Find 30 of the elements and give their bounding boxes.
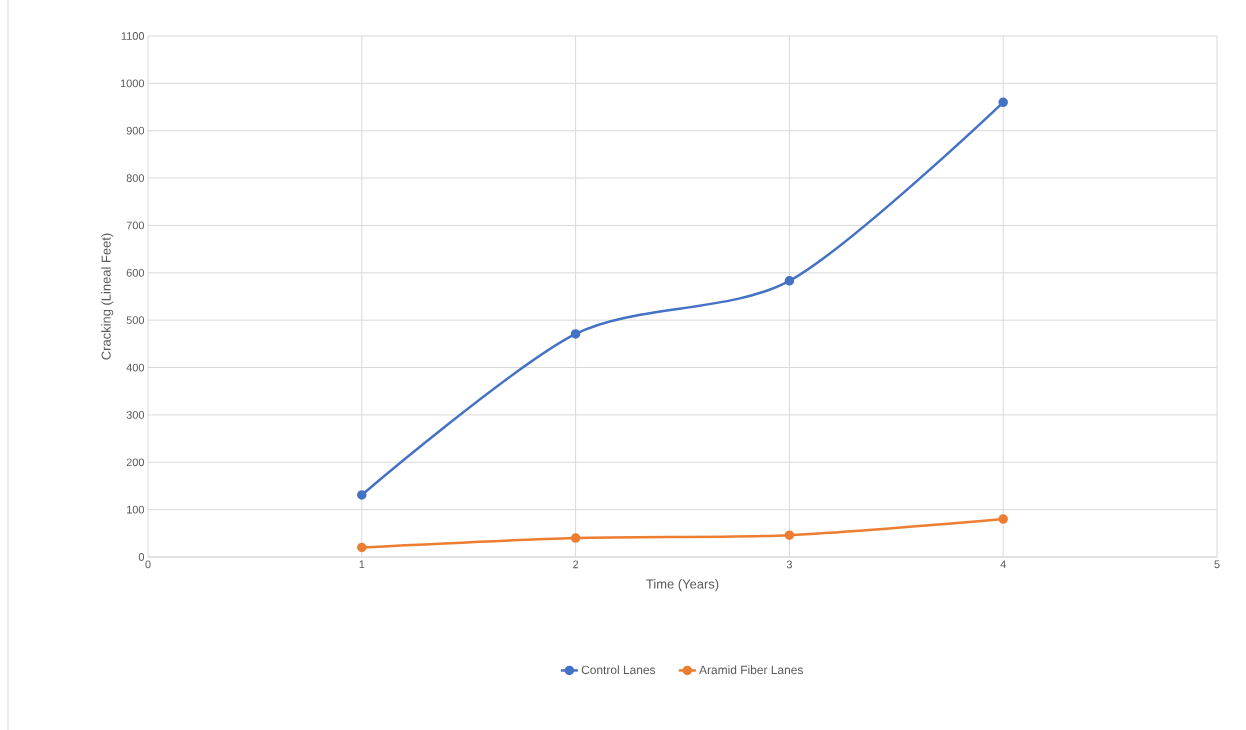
y-tick-label: 700 xyxy=(126,221,145,230)
legend-label: Aramid Fiber Lanes xyxy=(699,665,803,675)
y-tick-label: 0 xyxy=(138,553,145,561)
y-tick-label: 1000 xyxy=(120,79,145,88)
y-tick-label: 100 xyxy=(127,505,145,514)
y-tick-label: 300 xyxy=(126,411,145,419)
legend-label: Control Lanes xyxy=(581,665,656,675)
point xyxy=(784,530,795,540)
y-tick-label: 500 xyxy=(126,316,145,325)
x-tick-label: 5 xyxy=(1214,560,1220,569)
x-tick-label: 3 xyxy=(786,560,792,569)
point xyxy=(357,542,367,553)
point xyxy=(570,533,581,543)
x-tick-label: 1 xyxy=(359,560,365,569)
x-tick-label: 0 xyxy=(145,560,151,569)
y-axis-title: Cracking (Lineal Feet) xyxy=(101,233,114,360)
y-tick-label: 600 xyxy=(126,268,145,277)
y-tick-label: 1100 xyxy=(121,32,145,40)
point xyxy=(357,490,367,500)
y-tick-label: 200 xyxy=(126,458,145,467)
y-tick-label: 800 xyxy=(126,174,145,182)
point xyxy=(998,97,1008,108)
point xyxy=(570,329,581,339)
x-tick-label: 4 xyxy=(1000,560,1006,569)
point xyxy=(998,514,1008,524)
point xyxy=(784,276,795,286)
x-tick-label: 2 xyxy=(573,560,579,569)
y-tick-label: 400 xyxy=(126,363,145,372)
x-axis-title: Time (Years) xyxy=(646,579,719,592)
y-tick-label: 900 xyxy=(126,126,145,135)
